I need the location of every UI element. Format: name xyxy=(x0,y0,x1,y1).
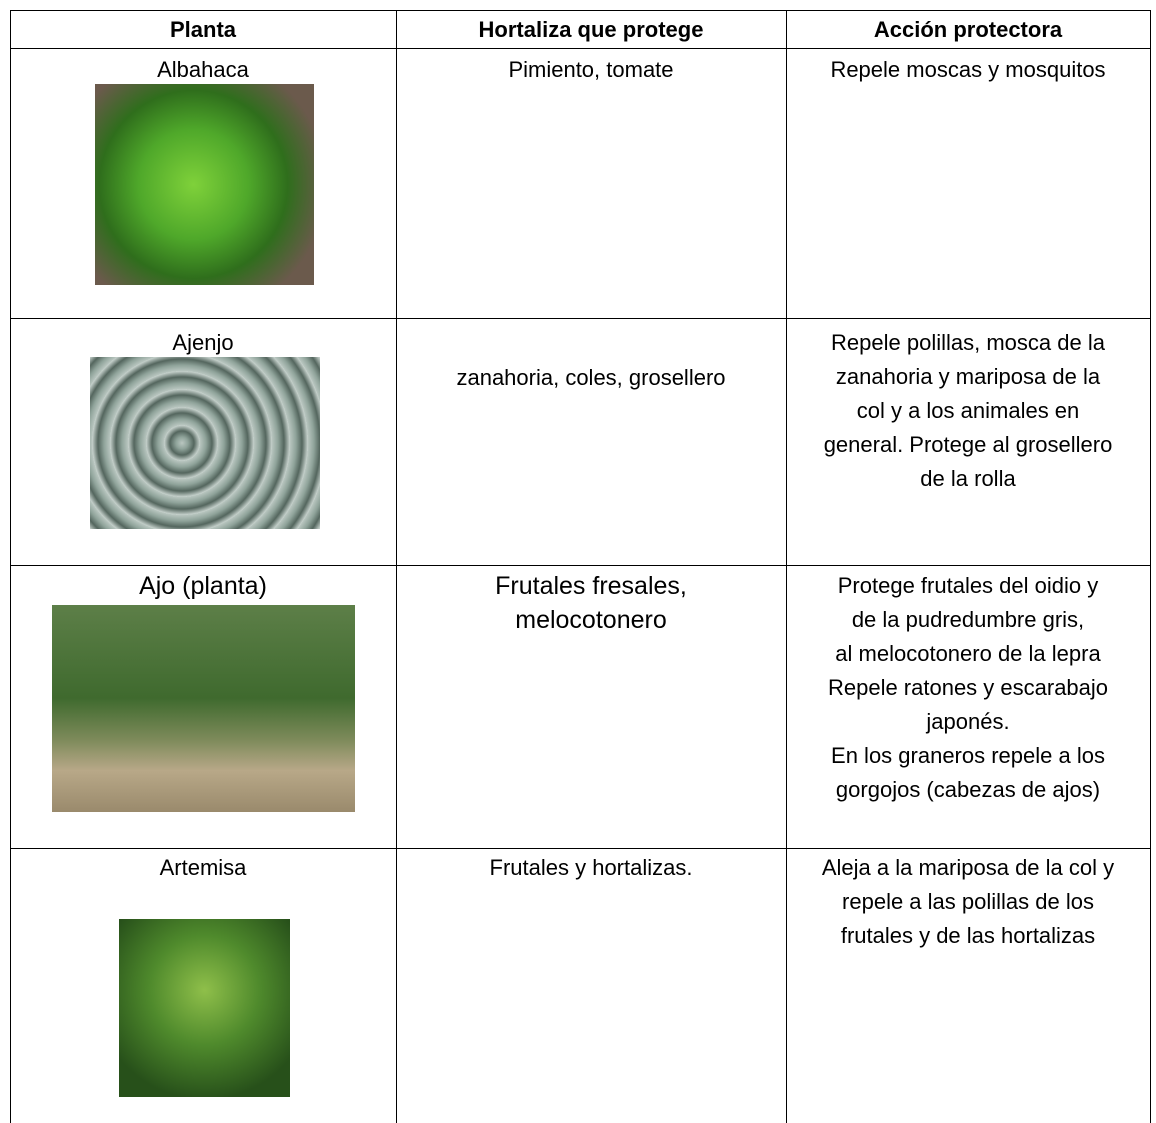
table-cell: zanahoria, coles, grosellero xyxy=(396,361,786,395)
cell-text: zanahoria y mariposa de la xyxy=(835,364,1101,389)
cell-text: Frutales fresales, xyxy=(495,572,687,600)
cell-text: Ajo (planta) xyxy=(139,572,267,600)
plant-photo xyxy=(90,357,320,529)
table-border xyxy=(1150,10,1151,1123)
cell-text: japonés. xyxy=(926,709,1010,734)
cell-text: col y a los animales en xyxy=(856,398,1080,423)
cell-text: de la pudredumbre gris, xyxy=(851,607,1085,632)
cell-text: Ajenjo xyxy=(172,330,234,355)
header-cell: Acción protectora xyxy=(873,17,1063,42)
plant-photo xyxy=(95,84,314,285)
plant-photo xyxy=(52,605,355,812)
plant-photo xyxy=(119,919,290,1097)
table-cell: Artemisa xyxy=(10,851,396,885)
cell-text: Pimiento, tomate xyxy=(508,57,674,82)
cell-text: gorgojos (cabezas de ajos) xyxy=(835,777,1101,802)
cell-text: Repele ratones y escarabajo xyxy=(827,675,1109,700)
cell-text: Protege frutales del oidio y xyxy=(837,573,1099,598)
table-cell: Ajenjo xyxy=(10,326,396,360)
table-border xyxy=(10,48,1151,49)
table-cell: Ajo (planta) xyxy=(10,569,396,603)
cell-text: de la rolla xyxy=(920,466,1016,491)
table-cell: Albahaca xyxy=(10,53,396,87)
table-cell: Repele polillas, mosca de la zanahoria y … xyxy=(786,326,1150,496)
cell-text: Aleja a la mariposa de la col y xyxy=(821,855,1115,880)
cell-text: En los graneros repele a los xyxy=(831,743,1105,768)
table-cell: Repele moscas y mosquitos xyxy=(786,53,1150,87)
table-cell: Aleja a la mariposa de la col y repele a … xyxy=(786,851,1150,953)
cell-text: general. Protege al grosellero xyxy=(823,432,1113,457)
cell-text: Repele polillas, mosca de la xyxy=(831,330,1105,355)
header-cell: Hortaliza que protege xyxy=(478,17,704,42)
cell-text: melocotonero xyxy=(515,606,667,634)
table-border xyxy=(10,848,1151,849)
table-border xyxy=(786,10,787,1123)
table-cell: Frutales fresales, melocotonero xyxy=(396,569,786,637)
cell-text: Albahaca xyxy=(157,57,249,82)
cell-text: repele a las polillas de los xyxy=(842,889,1094,914)
table-border xyxy=(10,10,11,1123)
cell-text: frutales y de las hortalizas xyxy=(840,923,1096,948)
cell-text: Frutales y hortalizas. xyxy=(489,855,693,880)
cell-text: al melocotonero de la lepra xyxy=(835,641,1101,666)
table-border xyxy=(10,318,1151,319)
table-border xyxy=(396,10,397,1123)
table-cell: Frutales y hortalizas. xyxy=(396,851,786,885)
table-border xyxy=(10,565,1151,566)
table-border xyxy=(10,10,1151,11)
cell-text: Artemisa xyxy=(159,855,247,880)
cell-text: Repele moscas y mosquitos xyxy=(830,57,1106,82)
table-cell: Protege frutales del oidio y de la pudred… xyxy=(786,569,1150,807)
cell-text: zanahoria, coles, grosellero xyxy=(456,365,726,390)
header-cell: Planta xyxy=(169,17,237,42)
table-cell: Pimiento, tomate xyxy=(396,53,786,87)
